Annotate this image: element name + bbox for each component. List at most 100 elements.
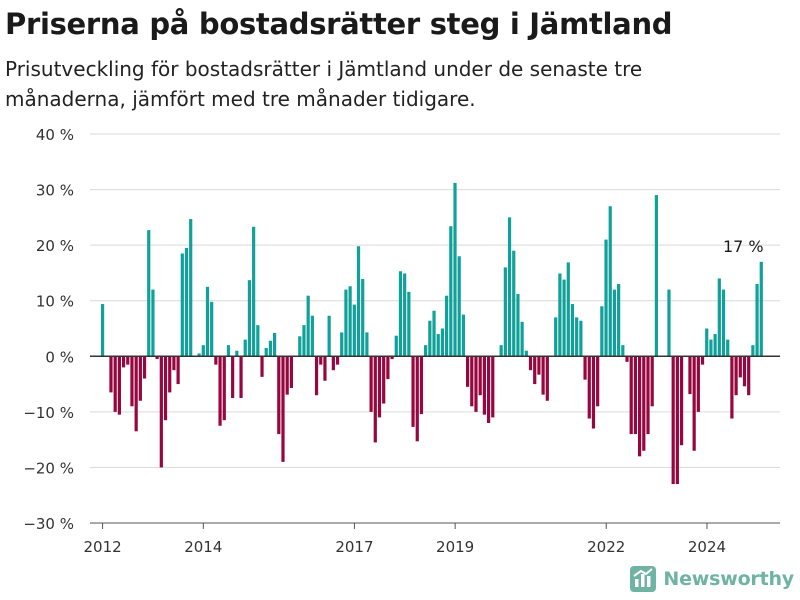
bar — [705, 328, 709, 357]
bar — [428, 320, 432, 357]
bar — [121, 356, 126, 368]
bar-chart-logo-icon — [630, 566, 657, 592]
bar — [642, 356, 646, 451]
bar — [302, 325, 306, 357]
bar — [554, 317, 558, 357]
bar — [113, 356, 117, 412]
bar — [117, 356, 121, 415]
bar — [730, 356, 734, 419]
bar — [742, 356, 747, 387]
bar — [721, 289, 726, 357]
bar — [692, 356, 696, 451]
y-tick-label: −20 % — [23, 459, 74, 477]
bar — [130, 356, 134, 407]
bar — [126, 356, 130, 365]
bar — [562, 279, 566, 357]
bar — [298, 336, 302, 357]
bar — [726, 339, 730, 357]
bar — [445, 295, 449, 357]
bar — [415, 356, 419, 442]
bar — [654, 195, 658, 357]
y-tick-label: −10 % — [23, 404, 74, 422]
bar — [197, 353, 201, 357]
bar — [411, 356, 415, 427]
bars — [100, 182, 763, 485]
bar — [638, 356, 642, 457]
bar — [629, 356, 633, 435]
bar — [470, 356, 474, 407]
bar — [247, 280, 252, 357]
bar — [533, 356, 537, 385]
bar — [646, 356, 650, 435]
bar — [159, 356, 163, 468]
bar — [608, 206, 612, 357]
bar — [231, 356, 235, 398]
bar — [621, 345, 625, 357]
bar — [424, 345, 428, 357]
bar — [499, 345, 503, 357]
bar — [407, 291, 411, 357]
x-tick-label: 2022 — [587, 538, 625, 556]
bar — [348, 286, 352, 357]
bar — [306, 295, 310, 357]
bar — [625, 356, 629, 362]
bar — [436, 334, 440, 357]
bar — [155, 356, 159, 360]
bar — [239, 356, 243, 398]
bar — [587, 356, 591, 419]
bar — [109, 356, 113, 393]
bar — [289, 356, 293, 388]
y-tick-label: 20 % — [36, 237, 74, 255]
bar — [675, 356, 679, 485]
bar — [453, 182, 457, 357]
last-value-label: 17 % — [723, 237, 764, 256]
bar — [667, 289, 671, 357]
bar — [751, 345, 755, 357]
bar — [201, 345, 205, 357]
bar — [373, 356, 377, 443]
y-tick-label: 40 % — [36, 126, 74, 144]
bar — [541, 356, 545, 395]
bar — [168, 356, 172, 393]
bar — [218, 356, 222, 426]
bar — [482, 356, 486, 415]
x-tick-label: 2019 — [436, 538, 474, 556]
brand-name: Newsworthy — [663, 568, 794, 590]
bar — [474, 356, 478, 412]
bar — [264, 347, 268, 357]
bar — [579, 320, 583, 357]
bar — [545, 356, 549, 401]
bar — [365, 332, 369, 357]
bar — [352, 304, 356, 357]
bar — [465, 356, 470, 387]
bar — [235, 350, 239, 357]
bar — [222, 356, 226, 421]
bar — [419, 356, 424, 415]
bar — [335, 356, 340, 365]
bar — [163, 356, 168, 421]
bar — [268, 340, 273, 357]
bar — [252, 226, 256, 357]
bar — [583, 356, 587, 380]
x-tick-label: 2014 — [184, 538, 222, 556]
bar — [273, 332, 277, 357]
bar — [478, 356, 482, 396]
chart-subtitle: Prisutveckling för bostadsrätter i Jämtl… — [5, 57, 643, 111]
bar — [319, 356, 323, 365]
bar — [176, 356, 180, 385]
bar — [570, 304, 575, 357]
bar — [151, 289, 155, 357]
bar — [650, 356, 654, 407]
chart-title: Priserna på bostadsrätter steg i Jämtlan… — [5, 7, 673, 41]
bar — [575, 317, 579, 357]
bar — [369, 356, 373, 412]
bar — [281, 356, 285, 462]
bar — [340, 332, 344, 357]
bar — [210, 301, 214, 357]
bar — [717, 278, 721, 357]
bar — [507, 217, 512, 357]
bar — [713, 334, 717, 357]
bar — [277, 356, 281, 435]
bar — [734, 356, 738, 396]
